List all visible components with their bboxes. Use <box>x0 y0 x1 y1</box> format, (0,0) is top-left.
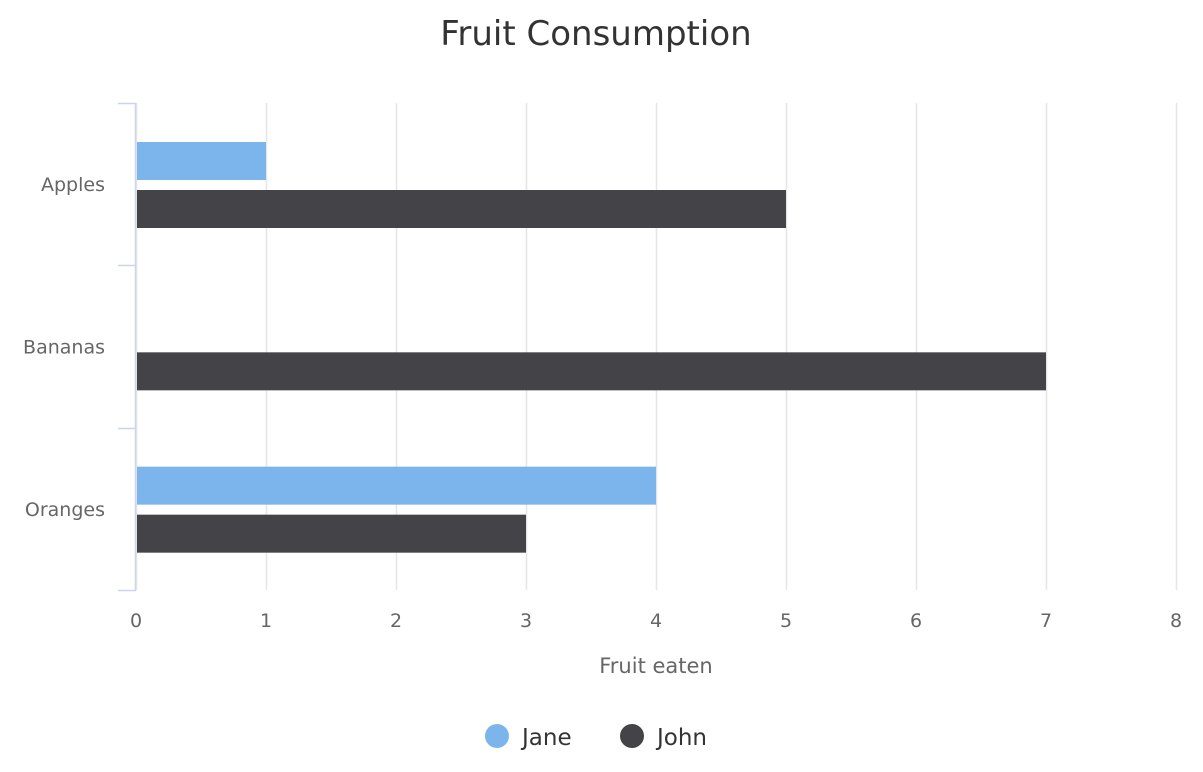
bar-jane-oranges <box>137 466 656 505</box>
x-axis-tick-label: 2 <box>390 610 402 632</box>
x-axis-tick-label: 4 <box>650 610 662 632</box>
y-axis-label: Apples <box>41 174 105 196</box>
grid-lines <box>135 103 1178 590</box>
x-axis-ticks: 0 1 2 3 4 5 6 7 8 <box>130 610 1182 632</box>
x-axis-tick-label: 8 <box>1170 610 1182 632</box>
legend-label-john[interactable]: John <box>655 725 707 751</box>
bars <box>137 142 1046 553</box>
legend-marker-john <box>620 724 644 748</box>
x-axis-tick-label: 0 <box>130 610 142 632</box>
x-axis-title: Fruit eaten <box>599 654 713 678</box>
legend-marker-jane <box>485 724 509 748</box>
bar-jane-apples <box>137 142 266 180</box>
x-axis-tick-label: 7 <box>1040 610 1052 632</box>
x-axis-tick-label: 1 <box>260 610 272 632</box>
x-axis-tick-label: 6 <box>910 610 922 632</box>
x-axis-tick-label: 5 <box>780 610 792 632</box>
chart-title: Fruit Consumption <box>440 14 751 54</box>
bar-john-bananas <box>137 352 1046 391</box>
y-axis: Apples Bananas Oranges <box>23 102 137 592</box>
bar-john-oranges <box>137 514 526 553</box>
x-axis-tick-label: 3 <box>520 610 532 632</box>
bar-john-apples <box>137 190 786 228</box>
legend: Jane John <box>485 724 707 751</box>
y-axis-label: Bananas <box>23 337 105 359</box>
y-axis-label: Oranges <box>25 499 105 521</box>
legend-label-jane[interactable]: Jane <box>520 725 572 751</box>
